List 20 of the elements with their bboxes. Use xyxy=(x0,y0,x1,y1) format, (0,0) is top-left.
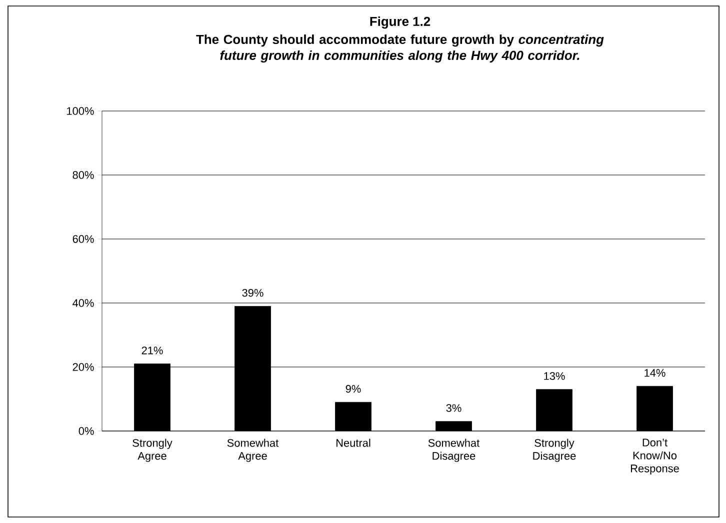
data-label: 9% xyxy=(346,384,361,393)
x-tick-label: Strongly Disagree xyxy=(533,438,576,462)
chart-subtitle: The County should accommodate future growth by concentrating future growth in communities along the Hwy 400 corridor. xyxy=(196,34,604,63)
y-tick-label: 20% xyxy=(72,363,94,371)
x-tick-label: Don’t Know/No Response xyxy=(630,438,679,474)
y-tick-label: 80% xyxy=(72,171,94,179)
x-tick-label: Strongly Agree xyxy=(132,438,172,462)
y-tick-label: 0% xyxy=(78,427,94,435)
x-tick-label: Somewhat Agree xyxy=(227,438,279,462)
y-tick-label: 40% xyxy=(72,299,94,307)
data-label: 14% xyxy=(644,369,666,377)
x-tick-label: Neutral xyxy=(336,438,370,447)
data-label: 3% xyxy=(446,404,462,412)
data-label: 39% xyxy=(242,288,264,297)
x-tick-label: Somewhat Disagree xyxy=(428,438,480,462)
y-tick-label: 100% xyxy=(67,107,94,115)
data-label: 21% xyxy=(142,346,163,354)
y-tick-label: 60% xyxy=(72,235,94,243)
chart-title: Figure 1.2 xyxy=(370,16,430,29)
data-label: 13% xyxy=(544,372,565,380)
